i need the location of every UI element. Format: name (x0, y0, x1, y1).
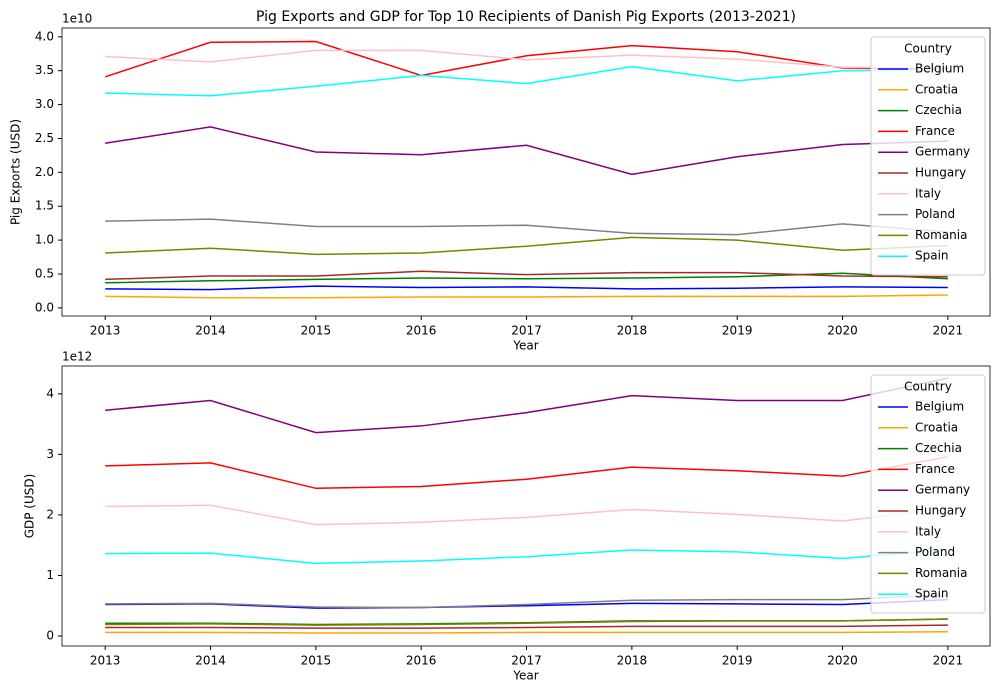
legend: Country Belgium Croatia Czechia France German… (870, 374, 986, 614)
y-tick-label: 4.0 (35, 29, 54, 43)
x-tick-label: 2019 (722, 324, 753, 338)
x-tick-label: 2014 (195, 324, 226, 338)
y-tick-label: 3.5 (35, 63, 54, 77)
x-tick-label: 2015 (301, 654, 332, 668)
series-line (105, 548, 948, 565)
x-tick-label: 2014 (195, 654, 226, 668)
series-line (105, 49, 948, 69)
series-line (105, 631, 948, 634)
y-tick-label: 0.5 (35, 266, 54, 280)
x-tick-label: 2018 (617, 324, 648, 338)
x-tick-label: 2021 (933, 324, 964, 338)
x-tick-label: 2019 (722, 654, 753, 668)
legend-label: Belgium (915, 62, 964, 76)
y-tick-label: 3.0 (35, 97, 54, 111)
axes-frame (61, 365, 991, 647)
y-tick-label: 1 (46, 568, 54, 582)
axes-frame (61, 27, 991, 317)
series-line (105, 456, 949, 490)
legend-label: Germany (915, 145, 970, 159)
y-axis-label: Pig Exports (USD) (9, 119, 23, 225)
series-line (105, 594, 948, 609)
x-tick-label: 2013 (90, 324, 121, 338)
series-line (105, 65, 948, 97)
y-tick-label: 1.0 (35, 233, 54, 247)
x-tick-label: 2017 (511, 324, 542, 338)
legend-label: France (915, 462, 955, 476)
x-tick-label: 2018 (617, 654, 648, 668)
y-tick-label: 0.0 (35, 300, 54, 314)
x-tick-label: 2016 (406, 654, 437, 668)
x-tick-label: 2020 (827, 654, 858, 668)
y-tick-label: 0 (46, 629, 54, 643)
y-tick-label: 3 (46, 447, 54, 461)
y-tick-label: 2.0 (35, 165, 54, 179)
x-tick-label: 2020 (827, 324, 858, 338)
legend-label: Italy (915, 186, 941, 200)
legend-label: Spain (915, 587, 949, 601)
x-tick-label: 2013 (90, 654, 121, 668)
y-tick-label: 4 (46, 386, 54, 400)
legend-label: Poland (915, 207, 955, 221)
legend-label: Germany (915, 483, 970, 497)
legend-box (870, 374, 986, 614)
series-line (105, 126, 948, 176)
legend-label: Romania (915, 566, 967, 580)
legend-label: Italy (915, 524, 941, 538)
legend-label: France (915, 124, 955, 138)
legend: Country Belgium Croatia Czechia France German… (870, 36, 986, 276)
legend-label: Czechia (915, 441, 962, 455)
series-line (105, 270, 948, 281)
legend-label: Hungary (915, 504, 966, 518)
y-tick-label: 2.5 (35, 131, 54, 145)
x-tick-label: 2017 (511, 654, 542, 668)
y-tick-label: 2 (46, 507, 54, 521)
y-tick-label: 1.5 (35, 199, 54, 213)
offset-text: 1e10 (62, 12, 92, 26)
x-axis-label: Year (512, 669, 538, 683)
series-line (105, 377, 949, 434)
legend-box (870, 36, 986, 276)
offset-text: 1e12 (62, 350, 92, 364)
legend-label: Croatia (915, 420, 958, 434)
legend-label: Poland (915, 545, 955, 559)
series-line (105, 236, 948, 256)
x-tick-label: 2015 (301, 324, 332, 338)
series-line (104, 40, 948, 78)
legend-label: Croatia (915, 82, 958, 96)
legend-title: Country (904, 380, 952, 394)
legend-label: Hungary (915, 166, 966, 180)
legend-label: Romania (915, 228, 967, 242)
series-line (105, 598, 948, 609)
legend-title: Country (904, 42, 952, 56)
legend-label: Spain (915, 249, 949, 263)
x-tick-label: 2016 (406, 324, 437, 338)
chart-title: Pig Exports and GDP for Top 10 Recipient… (256, 9, 796, 25)
legend-label: Belgium (915, 400, 964, 414)
y-axis-label: GDP (USD) (23, 474, 37, 539)
series-line (105, 218, 948, 236)
series-line (105, 624, 948, 629)
legend-label: Czechia (915, 103, 962, 117)
x-axis-label: Year (512, 339, 538, 353)
series-line (105, 504, 948, 526)
series-line (105, 294, 948, 299)
x-tick-label: 2021 (933, 654, 964, 668)
series-line (105, 285, 948, 291)
series-line (105, 618, 948, 626)
